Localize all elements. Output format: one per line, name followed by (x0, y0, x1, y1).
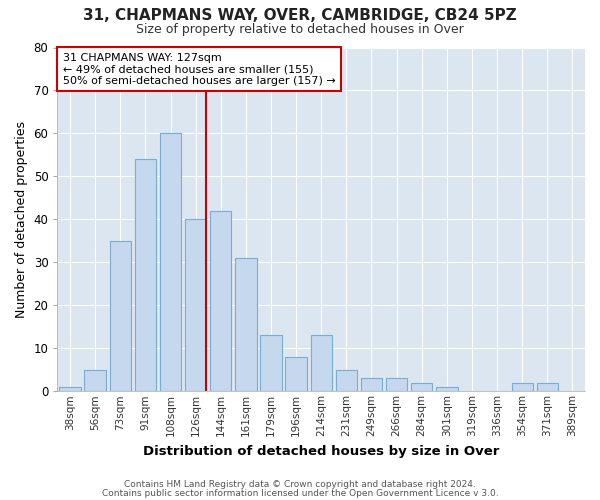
Text: 31 CHAPMANS WAY: 127sqm
← 49% of detached houses are smaller (155)
50% of semi-d: 31 CHAPMANS WAY: 127sqm ← 49% of detache… (63, 52, 335, 86)
Bar (260, 336, 281, 392)
Bar (235, 258, 257, 392)
Text: 31, CHAPMANS WAY, OVER, CAMBRIDGE, CB24 5PZ: 31, CHAPMANS WAY, OVER, CAMBRIDGE, CB24 … (83, 8, 517, 22)
Bar (386, 378, 407, 392)
Bar (436, 387, 458, 392)
Bar (335, 370, 357, 392)
Text: Size of property relative to detached houses in Over: Size of property relative to detached ho… (136, 22, 464, 36)
Bar (311, 336, 332, 392)
Y-axis label: Number of detached properties: Number of detached properties (15, 121, 28, 318)
Bar (286, 357, 307, 392)
Bar (536, 382, 558, 392)
Bar (210, 211, 232, 392)
Bar (185, 220, 206, 392)
Bar (411, 382, 433, 392)
Bar (512, 382, 533, 392)
Bar (110, 241, 131, 392)
Bar (361, 378, 382, 392)
Text: Contains HM Land Registry data © Crown copyright and database right 2024.: Contains HM Land Registry data © Crown c… (124, 480, 476, 489)
Bar (59, 387, 80, 392)
Bar (135, 159, 156, 392)
Bar (85, 370, 106, 392)
X-axis label: Distribution of detached houses by size in Over: Distribution of detached houses by size … (143, 444, 499, 458)
Bar (160, 134, 181, 392)
Text: Contains public sector information licensed under the Open Government Licence v : Contains public sector information licen… (101, 488, 499, 498)
